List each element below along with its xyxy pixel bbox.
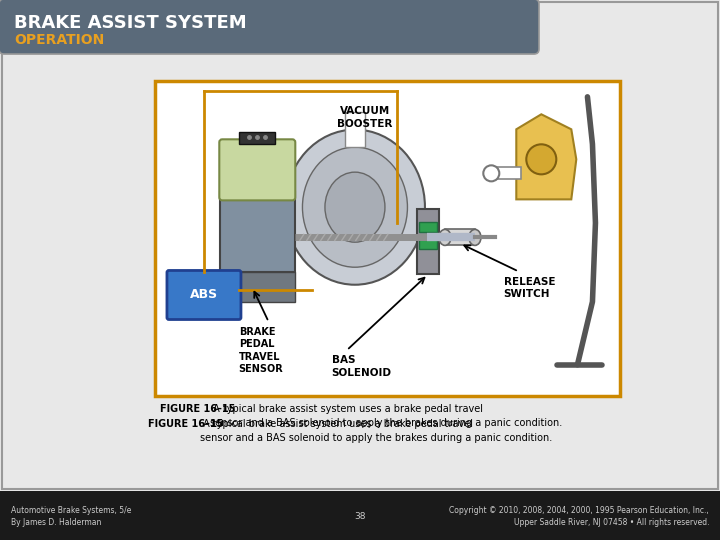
Bar xyxy=(155,81,620,396)
Bar xyxy=(220,272,294,302)
FancyBboxPatch shape xyxy=(0,0,539,54)
Ellipse shape xyxy=(526,144,557,174)
Bar xyxy=(419,222,437,232)
Text: Automotive Brake Systems, 5/e
By James D. Halderman: Automotive Brake Systems, 5/e By James D… xyxy=(11,506,131,527)
Bar xyxy=(220,192,294,272)
Text: A typical brake assist system uses a brake pedal travel
sensor and a BAS solenoi: A typical brake assist system uses a bra… xyxy=(210,404,562,428)
Text: A typical brake assist system uses a brake pedal travel
sensor and a BAS solenoi: A typical brake assist system uses a bra… xyxy=(200,420,552,443)
Ellipse shape xyxy=(483,165,499,181)
FancyBboxPatch shape xyxy=(220,139,295,200)
Bar xyxy=(239,132,275,144)
Text: BAS
SOLENOID: BAS SOLENOID xyxy=(332,355,392,378)
Ellipse shape xyxy=(325,172,385,242)
Bar xyxy=(417,210,439,274)
Text: 38: 38 xyxy=(354,512,366,521)
Text: VACUUM
BOOSTER: VACUUM BOOSTER xyxy=(337,106,392,129)
Bar xyxy=(419,239,437,249)
Bar xyxy=(445,230,475,245)
Bar xyxy=(491,167,521,179)
Text: BRAKE ASSIST SYSTEM: BRAKE ASSIST SYSTEM xyxy=(14,14,247,32)
Text: RELEASE
SWITCH: RELEASE SWITCH xyxy=(504,276,555,299)
Polygon shape xyxy=(516,114,576,199)
FancyBboxPatch shape xyxy=(167,271,241,320)
Bar xyxy=(345,112,365,147)
Text: FIGURE 16–15: FIGURE 16–15 xyxy=(148,420,223,429)
Text: Copyright © 2010, 2008, 2004, 2000, 1995 Pearson Education, Inc.,
Upper Saddle R: Copyright © 2010, 2008, 2004, 2000, 1995… xyxy=(449,506,709,527)
Text: BRAKE
PEDAL
TRAVEL
SENSOR: BRAKE PEDAL TRAVEL SENSOR xyxy=(239,327,284,374)
Text: ABS: ABS xyxy=(190,288,218,301)
Ellipse shape xyxy=(285,130,425,285)
Text: OPERATION: OPERATION xyxy=(14,33,104,47)
Ellipse shape xyxy=(439,230,451,245)
Ellipse shape xyxy=(469,230,481,245)
Ellipse shape xyxy=(302,147,408,267)
Text: FIGURE 16–15: FIGURE 16–15 xyxy=(160,404,235,414)
